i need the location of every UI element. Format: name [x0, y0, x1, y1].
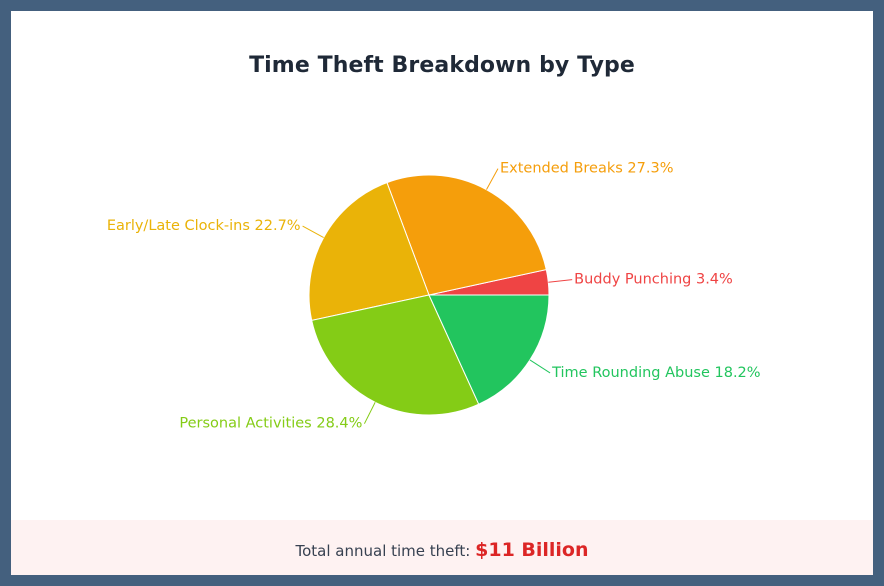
leader-line — [302, 225, 324, 238]
slice-labels: Buddy Punching 3.4% Extended Breaks 27.3%… — [107, 161, 761, 432]
label-leader-lines — [302, 168, 573, 424]
leader-line — [529, 359, 551, 374]
slice-label: Personal Activities 28.4% — [179, 416, 362, 432]
slice-label: Early/Late Clock-ins 22.7% — [107, 218, 301, 234]
pie-slice-personal-activities — [311, 294, 480, 416]
leader-line — [363, 402, 376, 424]
chart-card: Time Theft Breakdown by Type Buddy Punch… — [11, 11, 873, 575]
leader-line — [486, 168, 499, 190]
total-value: $11 Billion — [475, 539, 589, 561]
leader-line — [548, 279, 573, 283]
chart-title: Time Theft Breakdown by Type — [249, 53, 635, 78]
pie-slice-extended-breaks — [386, 174, 547, 296]
pie-chart: Buddy Punching 3.4% Extended Breaks 27.3%… — [107, 161, 761, 432]
total-label: Total annual time theft: — [295, 542, 476, 560]
slice-label: Buddy Punching 3.4% — [574, 272, 733, 288]
slice-label: Time Rounding Abuse 18.2% — [551, 365, 760, 381]
pie-slice-early-late-clock-ins — [308, 181, 430, 322]
summary-footer: Total annual time theft: $11 Billion — [11, 520, 873, 575]
pie-slices — [308, 174, 550, 416]
slice-label: Extended Breaks 27.3% — [500, 161, 673, 177]
